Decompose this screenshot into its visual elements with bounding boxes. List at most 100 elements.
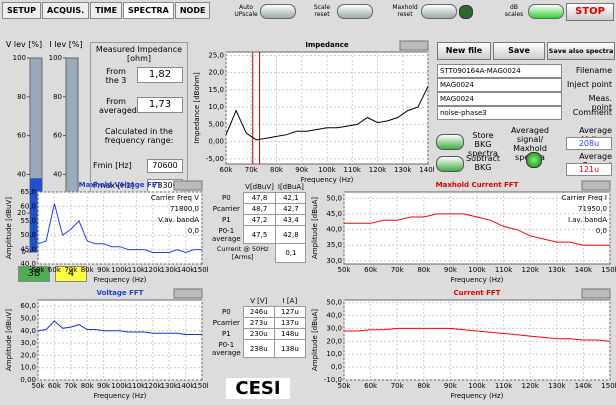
tab[interactable]: ACQUIS. bbox=[42, 2, 90, 19]
x-tick-label: 130k bbox=[394, 166, 412, 174]
y-tick-label: 10,0 bbox=[20, 364, 36, 372]
field[interactable]: MAG0024 bbox=[437, 92, 562, 106]
y-tick-label: 30,0 bbox=[326, 324, 342, 332]
field-label: Inject point bbox=[566, 80, 612, 89]
x-tick-label: 140k bbox=[575, 382, 593, 390]
button[interactable]: New file bbox=[437, 42, 491, 60]
i-level-value: 4 bbox=[55, 266, 87, 282]
tick-label: 60 bbox=[53, 132, 62, 140]
trace bbox=[225, 86, 429, 141]
x-axis-label: Frequency (Hz) bbox=[451, 276, 504, 284]
row-label: P1 bbox=[221, 330, 231, 338]
x-tick-label: 80k bbox=[417, 266, 431, 274]
button[interactable]: Save bbox=[493, 42, 545, 60]
y-tick-label: 25,0 bbox=[208, 51, 224, 59]
tab[interactable]: TIME bbox=[90, 2, 123, 19]
x-tick-label: 50k bbox=[338, 266, 352, 274]
i-level-label: I lev [%] bbox=[49, 40, 83, 49]
x-tick-label: 140k bbox=[177, 382, 195, 390]
field[interactable]: MAG0024 bbox=[437, 78, 562, 92]
x-tick-label: 90k bbox=[444, 382, 458, 390]
toggle[interactable] bbox=[528, 4, 564, 19]
led bbox=[459, 5, 473, 19]
x-tick-label: 70k bbox=[245, 166, 259, 174]
tab[interactable]: SPECTRA bbox=[123, 2, 174, 19]
y-tick-label: 30,0 bbox=[326, 257, 342, 265]
row-label: Pcarrier bbox=[212, 205, 240, 213]
plot: Current FFT 50,0 40,0 30,0 20,0 10,0 0,0 -10,05… bbox=[311, 288, 616, 400]
x-tick-label: 110k bbox=[128, 382, 146, 390]
y-tick-label: 0,00 bbox=[20, 376, 36, 384]
y-tick-label: -5,00 bbox=[206, 155, 224, 163]
x-tick-label: 100k bbox=[111, 382, 129, 390]
trace bbox=[37, 203, 202, 254]
x-tick-label: 120k bbox=[144, 266, 162, 274]
x-tick-label: 100k bbox=[111, 266, 129, 274]
db-table: V[dBuV] I[dBuA] P0 47,8 42,1 Pcarrier 48,7 42… bbox=[210, 182, 307, 263]
y-tick-label: 40,0 bbox=[20, 260, 36, 268]
x-tick-label: 110k bbox=[344, 166, 362, 174]
tick-label: 40 bbox=[53, 170, 62, 178]
x-tick-label: 70k bbox=[64, 266, 78, 274]
field[interactable]: STT090164A-MAG0024 bbox=[437, 64, 562, 78]
button[interactable]: Save also spectra bbox=[547, 42, 615, 60]
v-level-value: 38 bbox=[18, 266, 50, 282]
row-label: Current @ 50Hz [Arms] bbox=[216, 245, 269, 261]
annotation: V.av. bandA bbox=[158, 216, 199, 224]
field[interactable]: noise-phase3 bbox=[437, 106, 562, 120]
cell: 127u bbox=[273, 306, 307, 318]
toggle-label: Scale reset bbox=[313, 4, 331, 18]
plot: Impedance 25,0 20,0 15,0 10,0 5,00 0,00 -5,00 60… bbox=[193, 40, 434, 184]
row-label: P0-1 average bbox=[212, 340, 241, 357]
stop-button[interactable]: STOP bbox=[566, 3, 614, 21]
x-tick-label: 110k bbox=[128, 266, 146, 274]
tab-bar: SETUP ACQUIS. TIME SPECTRA NODE bbox=[2, 2, 211, 19]
label: Subtract BKG bbox=[465, 154, 501, 172]
x-tick-label: 120k bbox=[521, 382, 539, 390]
row-label: Pcarrier bbox=[212, 319, 240, 327]
store-bkg-toggle[interactable] bbox=[436, 134, 464, 150]
header: I[dBuA] bbox=[277, 183, 304, 191]
y-tick-label: 20,0 bbox=[326, 337, 342, 345]
toggle[interactable] bbox=[260, 4, 296, 19]
annotation: 71950,0 bbox=[578, 205, 607, 213]
y-tick-label: 65,0 bbox=[20, 188, 36, 196]
x-tick-label: 150k bbox=[601, 266, 616, 274]
header: V [V] bbox=[250, 297, 268, 305]
toggle[interactable] bbox=[421, 4, 457, 19]
y-tick-label: 35,0 bbox=[326, 241, 342, 249]
toggle[interactable] bbox=[337, 4, 373, 19]
y-tick-label: 0,0 bbox=[331, 363, 342, 371]
y-tick-label: 40,0 bbox=[326, 311, 342, 319]
y-tick-label: 15,0 bbox=[208, 86, 224, 94]
cell: 246u bbox=[242, 306, 275, 318]
value: 1,82 bbox=[137, 67, 183, 83]
annotation: 0,0 bbox=[188, 227, 199, 235]
subtract-bkg-toggle[interactable] bbox=[436, 156, 464, 172]
annotation: Carrier Freq I bbox=[562, 194, 607, 202]
tick-label: 40 bbox=[17, 170, 26, 178]
cell: 47,5 bbox=[242, 225, 277, 244]
cell: 42,1 bbox=[275, 192, 307, 204]
box-title: Measured Impedance [ohm] bbox=[95, 45, 183, 63]
x-tick-label: 120k bbox=[144, 382, 162, 390]
x-tick-label: 110k bbox=[495, 266, 513, 274]
x-axis-label: Frequency (Hz) bbox=[301, 176, 354, 184]
plot-title: Current FFT bbox=[454, 289, 501, 297]
x-tick-label: 60k bbox=[220, 166, 234, 174]
tab[interactable]: SETUP bbox=[2, 2, 42, 19]
x-tick-label: 80k bbox=[417, 382, 431, 390]
value: 208u bbox=[566, 137, 612, 150]
x-tick-label: 110k bbox=[495, 382, 513, 390]
avg-toggle[interactable] bbox=[526, 152, 542, 168]
x-tick-label: 70k bbox=[391, 266, 405, 274]
y-axis-label: Amplitude [dBuV] bbox=[5, 309, 13, 371]
cell: 137u bbox=[273, 317, 307, 329]
tab[interactable]: NODE bbox=[174, 2, 211, 19]
plot: Voltage FFT 60,0 50,0 40,0 30,0 20,0 10,0 0,005… bbox=[5, 288, 208, 400]
y-tick-label: 55,0 bbox=[20, 217, 36, 225]
x-tick-label: 70k bbox=[391, 382, 405, 390]
x-tick-label: 100k bbox=[468, 266, 486, 274]
annotation: 0,0 bbox=[596, 227, 607, 235]
cell: 273u bbox=[242, 317, 275, 329]
